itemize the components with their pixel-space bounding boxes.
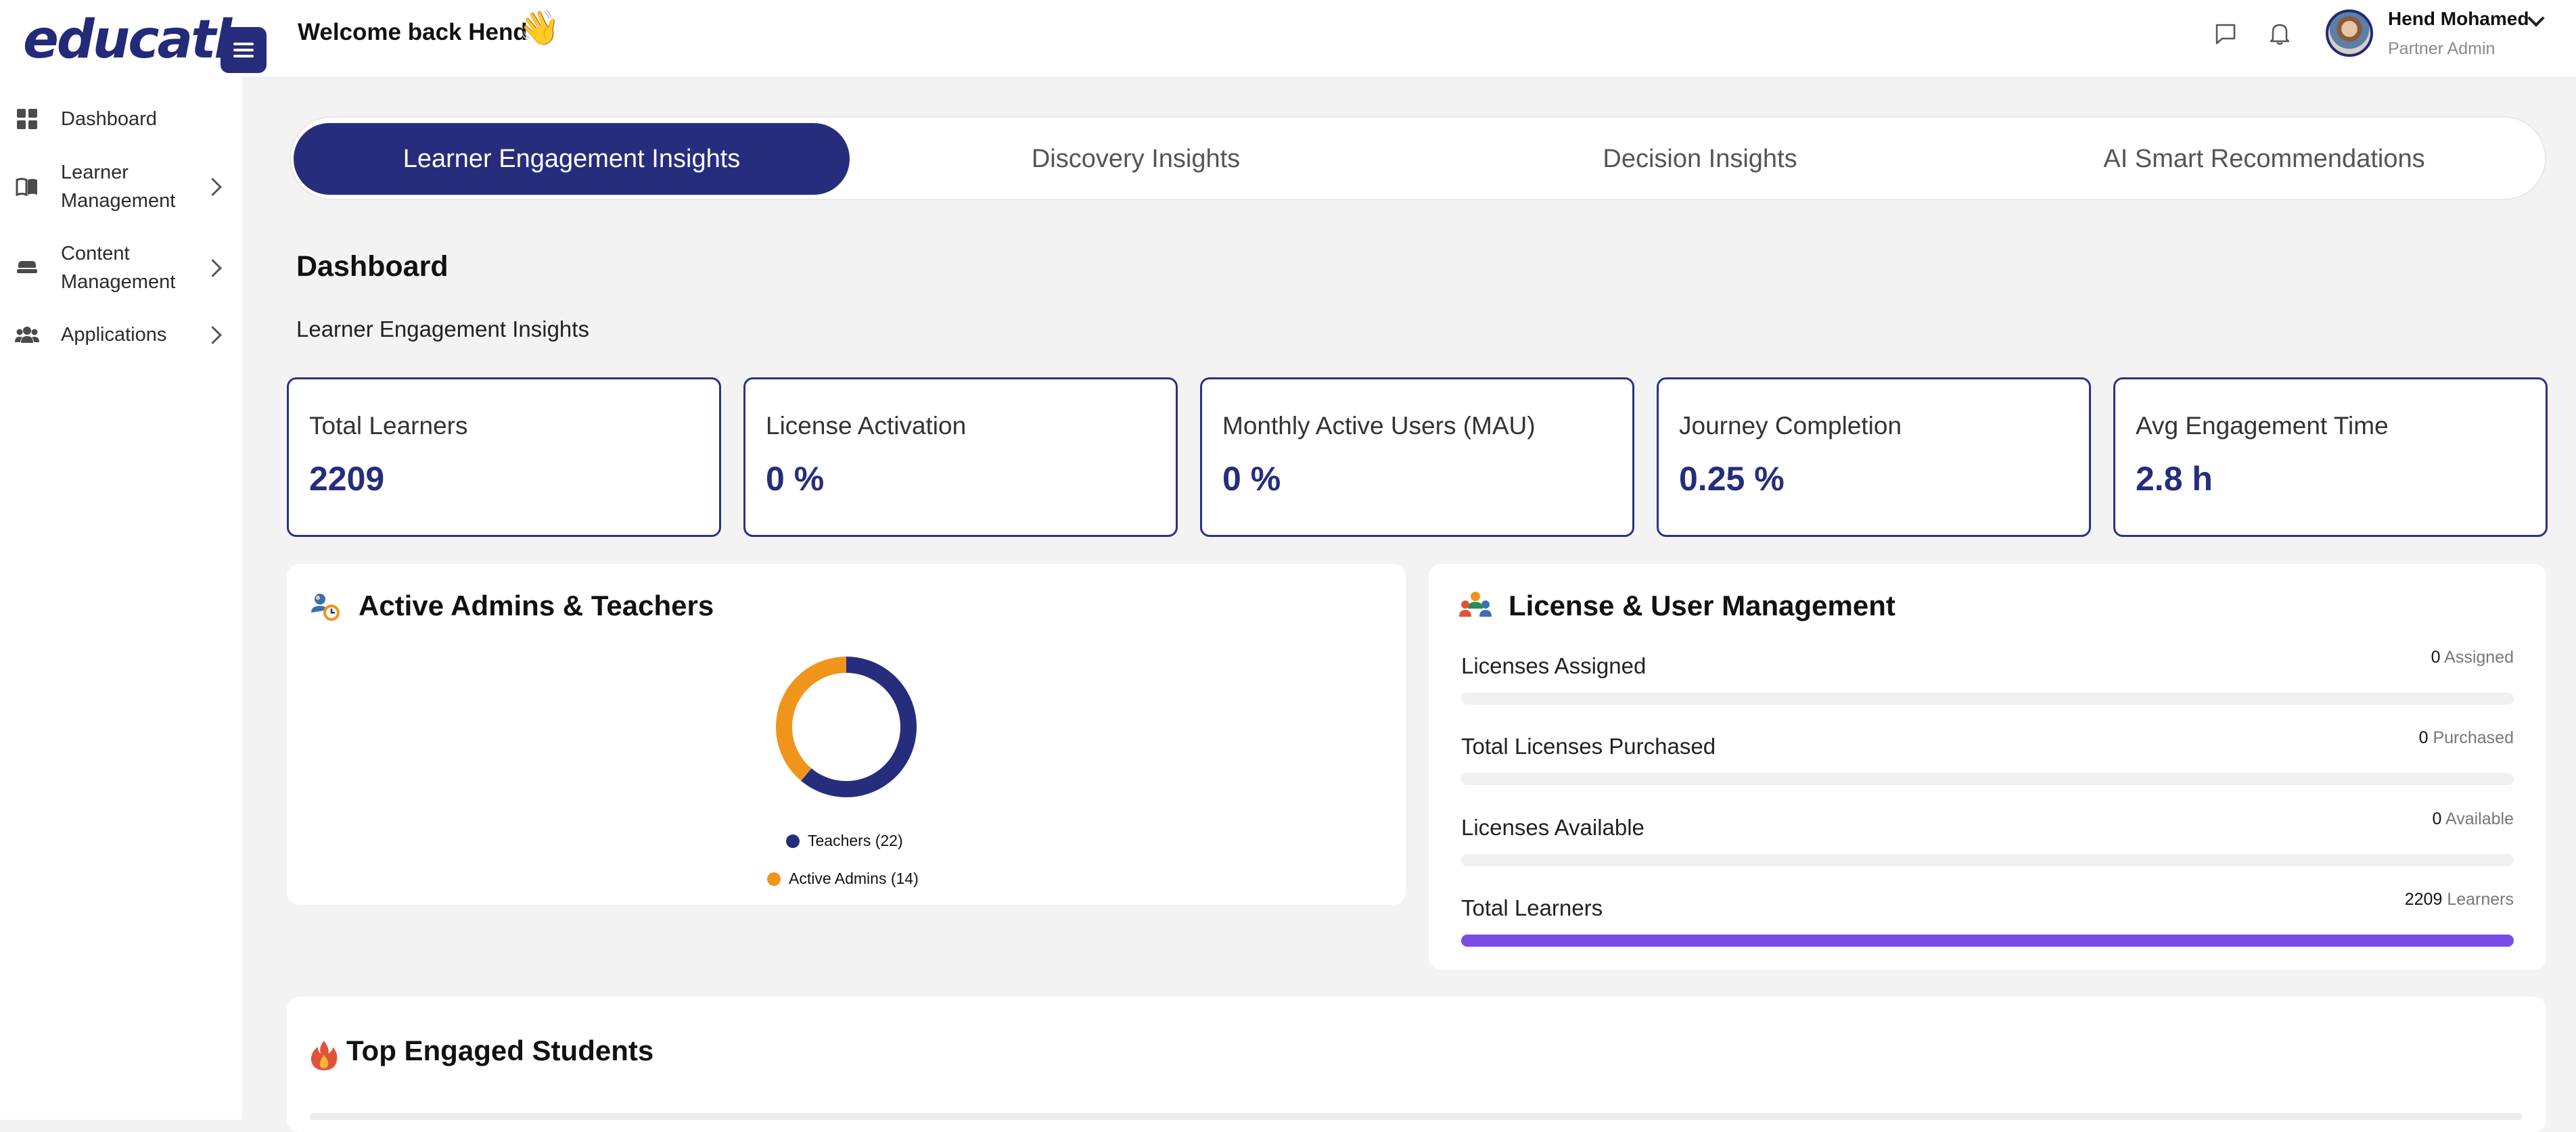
license-row-label: Total Licenses Purchased [1461,734,1716,759]
layers-icon [14,254,41,281]
book-icon [14,173,41,200]
menu-toggle-button[interactable] [221,27,267,73]
fire-icon [310,1041,338,1070]
tab-decision-insights[interactable]: Decision Insights [1603,144,1797,173]
license-row-count: 0 Purchased [2418,728,2514,747]
license-row-label: Licenses Assigned [1461,653,1647,678]
dashboard-grid-icon [14,105,41,133]
legend-label: Active Admins (14) [789,870,919,887]
tab-learner-engagement-insights[interactable]: Learner Engagement Insights [294,123,850,195]
panel-title: Active Admins & Teachers [359,590,714,621]
license-row-label: Total Learners [1461,895,1603,920]
stat-value: 2209 [309,460,385,498]
stat-card-monthly-active-users: Monthly Active Users (MAU) 0 % [1200,377,1634,537]
avatar[interactable] [2326,9,2373,57]
chevron-right-icon [204,325,222,344]
hamburger-icon [233,43,254,57]
stat-value: 2.8 h [2136,460,2213,498]
donut-slice-teachers[interactable] [801,657,917,797]
license-row-count: 2209 Learners [2404,890,2514,909]
stat-value: 0 % [1222,460,1281,498]
user-group-icon [1459,592,1492,617]
stat-label: Total Learners [309,412,468,440]
insights-tabs: Learner Engagement Insights Discovery In… [290,116,2546,200]
license-progress-fill [1461,935,2514,947]
legend-swatch [786,834,800,848]
tab-discovery-insights[interactable]: Discovery Insights [1031,144,1241,173]
stat-value: 0 % [766,460,825,498]
chevron-right-icon [204,177,222,196]
admins-teachers-donut-chart [776,657,917,797]
stat-card-avg-engagement-time: Avg Engagement Time 2.8 h [2113,377,2548,537]
license-progress-bar [1461,692,2514,705]
stat-label: Avg Engagement Time [2136,412,2389,440]
license-row-count: 0 Assigned [2431,648,2514,667]
license-row-label: Licenses Available [1461,815,1644,840]
top-engaged-students-panel: Top Engaged Students [287,997,2546,1132]
chat-icon[interactable] [2212,20,2239,47]
sidebar-item-label: Learner Management [61,162,176,212]
sidebar-item-learner-management[interactable]: Learner Management [14,158,229,215]
legend-item-teachers: Teachers (22) [786,832,903,850]
users-icon [14,321,41,348]
page-title: Dashboard [296,250,448,283]
top-header: Welcome back Hend 👋 Hend Mohamed Partner… [242,0,2576,78]
table-header-strip [310,1113,2522,1120]
stat-card-license-activation: License Activation 0 % [743,377,1178,537]
user-role: Partner Admin [2388,39,2496,58]
active-admins-teachers-panel: Active Admins & Teachers Teachers (22) A… [287,564,1406,905]
sidebar-item-dashboard[interactable]: Dashboard [14,105,229,133]
sidebar-item-label: Dashboard [61,108,157,130]
sidebar-item-applications[interactable]: Applications [14,321,229,349]
user-name[interactable]: Hend Mohamed [2388,8,2529,29]
license-row-count: 0 Available [2432,809,2514,828]
team-clock-icon [311,594,340,621]
license-user-management-panel: License & User Management [1429,564,2546,970]
tab-ai-smart-recommendations[interactable]: AI Smart Recommendations [2103,144,2425,173]
stat-value: 0.25 % [1679,460,1785,498]
sidebar-item-content-management[interactable]: Content Management [14,239,229,296]
sidebar-item-label: Content Management [61,243,176,293]
legend-item-active-admins: Active Admins (14) [767,870,919,888]
wave-hand-icon: 👋 [518,9,561,47]
stat-card-total-learners: Total Learners 2209 [287,377,721,537]
stat-card-journey-completion: Journey Completion 0.25 % [1657,377,2091,537]
sidebar-item-label: Applications [61,324,167,346]
license-progress-bar [1461,935,2514,947]
chevron-right-icon [204,258,222,277]
welcome-message: Welcome back Hend [298,19,528,45]
panel-title: License & User Management [1509,590,1895,621]
license-progress-bar [1461,773,2514,785]
license-progress-bar [1461,854,2514,866]
stat-label: Monthly Active Users (MAU) [1222,412,1536,440]
chevron-down-icon[interactable] [2527,9,2545,27]
stat-label: License Activation [766,412,967,440]
donut-slice-active-admins[interactable] [776,657,846,781]
page-subtitle: Learner Engagement Insights [296,316,589,341]
bell-icon[interactable] [2266,20,2293,47]
sidebar: educatly Dashboard Learner Management Con… [0,0,264,1120]
legend-swatch [767,872,781,886]
legend-label: Teachers (22) [808,832,903,849]
panel-title: Top Engaged Students [346,1035,654,1066]
stat-label: Journey Completion [1679,412,1902,440]
